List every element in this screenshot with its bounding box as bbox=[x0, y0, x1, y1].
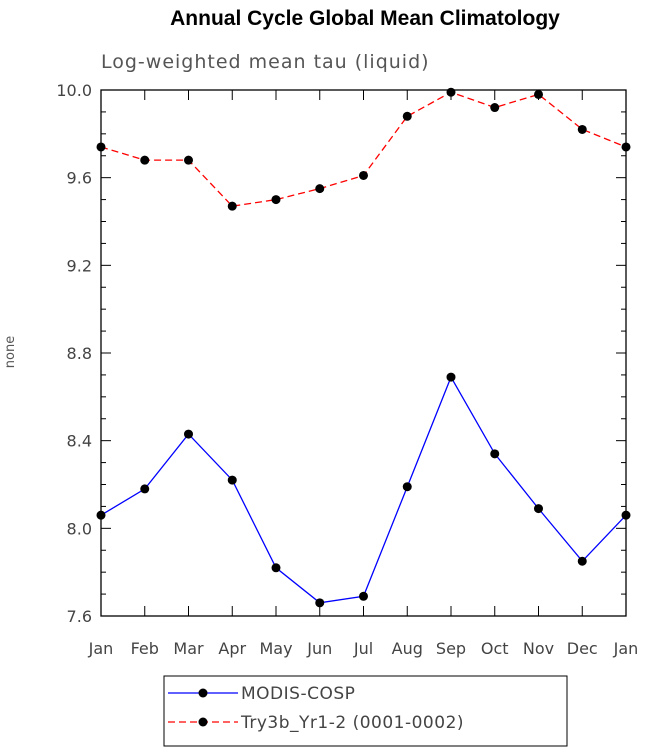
data-point bbox=[446, 372, 456, 382]
data-point bbox=[490, 103, 500, 113]
data-point bbox=[140, 484, 150, 494]
plot-frame bbox=[100, 89, 627, 617]
data-point bbox=[315, 598, 325, 608]
data-point bbox=[227, 201, 237, 211]
x-tick-label: May bbox=[259, 639, 292, 658]
y-tick-label: 8.0 bbox=[67, 519, 92, 538]
chart-title: Annual Cycle Global Mean Climatology bbox=[170, 7, 560, 30]
chart-subtitle: Log-weighted mean tau (liquid) bbox=[101, 51, 430, 73]
x-tick-label: Jan bbox=[613, 639, 639, 658]
x-tick-label: Mar bbox=[173, 639, 204, 658]
legend-marker-2 bbox=[198, 717, 208, 727]
x-tick-label: Apr bbox=[218, 639, 246, 658]
data-point bbox=[271, 563, 281, 573]
data-point bbox=[534, 504, 543, 514]
data-point bbox=[490, 449, 500, 459]
y-tick-labels: 7.6 8.0 8.4 8.8 9.2 9.6 10.0 bbox=[56, 81, 92, 626]
data-point bbox=[227, 475, 237, 485]
data-point bbox=[184, 429, 193, 439]
y-tick-label: 10.0 bbox=[56, 81, 92, 100]
data-point bbox=[446, 87, 456, 97]
data-point bbox=[140, 155, 150, 165]
y-tick-label: 8.4 bbox=[67, 432, 92, 451]
series-layer bbox=[96, 87, 631, 608]
data-point bbox=[402, 482, 412, 492]
y-axis-label: none bbox=[3, 336, 18, 368]
series-line-1 bbox=[100, 375, 627, 604]
series-line-2 bbox=[100, 91, 627, 207]
legend-label-2: Try3b_Yr1-2 (0001-0002) bbox=[240, 713, 464, 733]
y-tick-label: 7.6 bbox=[67, 607, 92, 626]
data-point bbox=[577, 556, 587, 566]
data-point bbox=[402, 111, 412, 121]
y-tick-label: 9.6 bbox=[67, 169, 92, 188]
data-point bbox=[359, 170, 368, 180]
y-tick-label: 8.8 bbox=[67, 344, 92, 363]
x-tick-label: Nov bbox=[523, 639, 554, 658]
legend: MODIS-COSP Try3b_Yr1-2 (0001-0002) bbox=[163, 675, 568, 747]
x-tick-label: Oct bbox=[481, 639, 509, 658]
data-point bbox=[271, 195, 281, 205]
x-tick-label: Dec bbox=[567, 639, 598, 658]
legend-box bbox=[163, 675, 568, 747]
x-tick-label: Jan bbox=[88, 639, 114, 658]
y-tick-label: 9.2 bbox=[67, 256, 92, 275]
x-tick-labels: Jan Feb Mar Apr May Jun Jul Aug Sep Oct Nov Dec Jan bbox=[88, 639, 639, 658]
legend-label-1: MODIS-COSP bbox=[241, 684, 355, 704]
legend-marker-1 bbox=[198, 688, 208, 698]
x-tick-label: Aug bbox=[392, 639, 423, 658]
data-point bbox=[359, 591, 368, 601]
axis-ticks bbox=[100, 89, 627, 617]
x-tick-label: Sep bbox=[436, 639, 466, 658]
data-point bbox=[315, 184, 325, 194]
data-point bbox=[184, 155, 193, 165]
x-tick-label: Jun bbox=[306, 639, 332, 658]
data-point bbox=[577, 124, 587, 134]
data-point bbox=[534, 89, 543, 99]
x-tick-label: Feb bbox=[131, 639, 159, 658]
x-tick-label: Jul bbox=[353, 639, 373, 658]
